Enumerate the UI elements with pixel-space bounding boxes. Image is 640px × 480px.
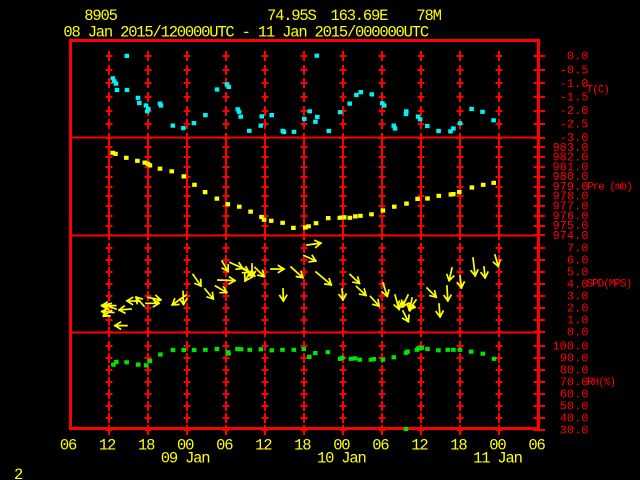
svg-text:3.0: 3.0 <box>567 290 589 304</box>
svg-text:-2.0: -2.0 <box>560 104 589 118</box>
svg-text:983.0: 983.0 <box>552 141 588 155</box>
svg-text:2: 2 <box>14 466 23 480</box>
svg-text:-2.5: -2.5 <box>560 118 589 132</box>
svg-text:06: 06 <box>528 436 545 454</box>
svg-text:8905: 8905 <box>84 7 117 25</box>
svg-text:-1.5: -1.5 <box>560 90 589 104</box>
svg-text:18: 18 <box>138 436 155 454</box>
svg-text:978.0: 978.0 <box>552 190 588 204</box>
svg-text:981.0: 981.0 <box>552 160 588 174</box>
svg-text:10 Jan: 10 Jan <box>317 449 366 467</box>
svg-text:90.0: 90.0 <box>560 351 589 365</box>
svg-text:00: 00 <box>177 436 194 454</box>
svg-text:30.0: 30.0 <box>560 423 589 437</box>
svg-text:-0.5: -0.5 <box>560 63 589 77</box>
svg-text:982.0: 982.0 <box>552 151 588 165</box>
svg-text:5.0: 5.0 <box>567 266 589 280</box>
svg-text:80.0: 80.0 <box>560 363 589 377</box>
svg-text:74.95S: 74.95S <box>267 7 317 25</box>
svg-text:0.0: 0.0 <box>567 326 589 340</box>
svg-text:40.0: 40.0 <box>560 411 589 425</box>
svg-text:11 Jan: 11 Jan <box>473 449 522 467</box>
svg-text:980.0: 980.0 <box>552 170 588 184</box>
svg-text:-3.0: -3.0 <box>560 131 589 145</box>
svg-text:06: 06 <box>216 436 233 454</box>
svg-text:18: 18 <box>294 436 311 454</box>
svg-text:163.69E: 163.69E <box>331 7 389 25</box>
svg-text:979.0: 979.0 <box>552 180 588 194</box>
svg-text:12: 12 <box>255 436 272 454</box>
svg-text:977.0: 977.0 <box>552 200 588 214</box>
svg-text:00: 00 <box>333 436 350 454</box>
svg-text:1.0: 1.0 <box>567 314 589 328</box>
svg-text:12: 12 <box>99 436 116 454</box>
svg-text:Pre (mb): Pre (mb) <box>587 181 632 193</box>
svg-text:06: 06 <box>372 436 389 454</box>
svg-text:00: 00 <box>489 436 506 454</box>
svg-text:SPD(MPS): SPD(MPS) <box>587 278 632 290</box>
svg-text:18: 18 <box>450 436 467 454</box>
svg-text:4.0: 4.0 <box>567 278 589 292</box>
svg-text:0.0: 0.0 <box>567 50 589 64</box>
svg-text:06: 06 <box>60 436 77 454</box>
svg-text:-1.0: -1.0 <box>560 77 589 91</box>
svg-text:976.0: 976.0 <box>552 209 588 223</box>
svg-text:70.0: 70.0 <box>560 375 589 389</box>
svg-text:60.0: 60.0 <box>560 387 589 401</box>
svg-text:6.0: 6.0 <box>567 254 589 268</box>
svg-text:78M: 78M <box>416 7 441 25</box>
svg-text:50.0: 50.0 <box>560 399 589 413</box>
svg-text:975.0: 975.0 <box>552 219 588 233</box>
svg-text:RH(%): RH(%) <box>587 377 615 389</box>
svg-text:12: 12 <box>411 436 428 454</box>
svg-text:T(C): T(C) <box>587 85 609 97</box>
svg-text:974.0: 974.0 <box>552 229 588 243</box>
svg-text:2.0: 2.0 <box>567 302 589 316</box>
svg-text:09 Jan: 09 Jan <box>161 449 210 467</box>
svg-text:08 Jan 2015/120000UTC - 11 Jan: 08 Jan 2015/120000UTC - 11 Jan 2015/0000… <box>63 24 428 42</box>
svg-text:7.0: 7.0 <box>567 242 589 256</box>
svg-text:100.0: 100.0 <box>552 339 588 353</box>
